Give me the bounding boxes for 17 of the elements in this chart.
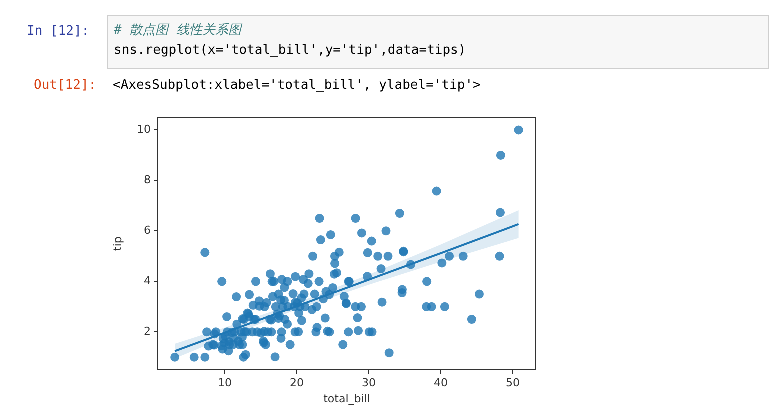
x-tick-label: 20 [290,376,304,390]
x-tick-label: 30 [362,376,376,390]
text: Out[12]: [34,78,97,93]
y-tick-label: 8 [144,174,151,187]
y-axis-title: tip [111,236,124,251]
x-tick-label: 10 [218,376,232,390]
text: In [12]: [27,24,90,39]
y-tick-label: 6 [144,224,151,238]
x-tick-label: 50 [506,376,520,390]
y-tick-label: 4 [144,274,151,288]
x-axis-title: total_bill [324,392,370,406]
text: <AxesSubplot:xlabel='total_bill', ylabel='tip'> [113,78,481,93]
y-tick-label: 10 [137,123,151,136]
text: # 散点图 线性关系图 [114,22,242,39]
text: sns.regplot(x='total_bill',y='tip',data=tips) [114,43,466,58]
x-tick-label: 40 [434,376,448,390]
y-tick-label: 2 [144,325,151,338]
